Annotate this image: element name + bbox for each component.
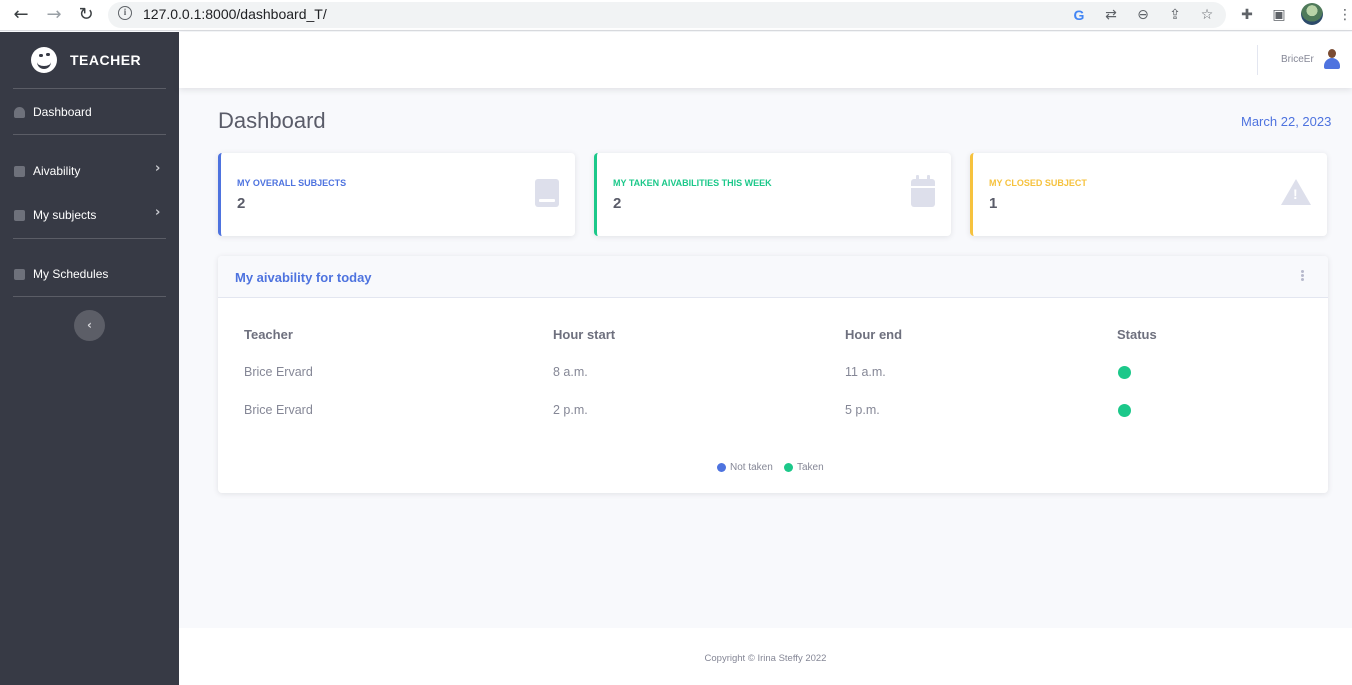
status-taken-dot	[1118, 404, 1131, 417]
page-date: March 22, 2023	[1241, 114, 1332, 129]
legend-dot	[784, 463, 793, 472]
availability-panel: My aivability for today Teacher Hour sta…	[218, 256, 1328, 493]
forward-arrow-icon[interactable]: →	[46, 4, 62, 25]
chevron-left-icon: ‹	[87, 318, 92, 332]
profile-avatar[interactable]	[1301, 3, 1323, 25]
stat-value: 2	[613, 195, 622, 212]
google-icon[interactable]: G	[1073, 7, 1085, 23]
sidebar-item-my-schedules[interactable]: My Schedules	[0, 263, 179, 287]
sidebar-item-label: Aivability	[33, 164, 81, 178]
chevron-right-icon: ›	[155, 205, 161, 220]
reload-icon[interactable]: ↻	[78, 4, 94, 25]
chevron-right-icon: ›	[155, 161, 161, 176]
calendar-icon	[911, 175, 935, 207]
copyright-text: Copyright © Irina Steffy 2022	[704, 653, 827, 664]
sidebar-item-label: My subjects	[33, 208, 97, 222]
footer: Copyright © Irina Steffy 2022	[179, 628, 1352, 685]
sidebar-item-dashboard[interactable]: Dashboard	[0, 101, 179, 125]
share-icon[interactable]: ⇪	[1169, 7, 1181, 23]
topbar-divider	[1257, 45, 1258, 75]
stat-title: MY TAKEN AIVABILITIES THIS WEEK	[613, 178, 772, 188]
legend-label: Not taken	[730, 462, 773, 473]
sidebar-divider	[13, 238, 166, 239]
sidebar-brand[interactable]: TEACHER	[0, 32, 179, 88]
sidebar: TEACHER Dashboard Aivability › My subjec…	[0, 32, 179, 685]
cell-hour-start: 2 p.m.	[553, 403, 588, 417]
sidebar-item-label: Dashboard	[33, 105, 92, 119]
page-title: Dashboard	[218, 108, 326, 133]
stat-title: MY OVERALL SUBJECTS	[237, 178, 347, 188]
stat-value: 1	[989, 195, 998, 212]
sidebar-divider	[13, 134, 166, 135]
url-text[interactable]: 127.0.0.1:8000/dashboard_T/	[143, 6, 327, 22]
brand-title: TEACHER	[70, 52, 142, 68]
cell-hour-end: 5 p.m.	[845, 403, 880, 417]
user-name[interactable]: BriceEr	[1281, 54, 1314, 65]
cell-teacher: Brice Ervard	[244, 365, 313, 379]
sidebar-toggle-button[interactable]: ‹	[74, 310, 105, 341]
stat-card-taken-aivabilities: MY TAKEN AIVABILITIES THIS WEEK 2	[594, 153, 951, 236]
sidebar-item-my-subjects[interactable]: My subjects ›	[0, 204, 179, 228]
cell-hour-end: 11 a.m.	[845, 365, 886, 379]
tachometer-icon	[14, 107, 25, 118]
translate-icon[interactable]: ⇄	[1105, 7, 1117, 23]
stat-card-closed-subject: MY CLOSED SUBJECT 1	[970, 153, 1327, 236]
clipboard-icon	[14, 166, 25, 177]
status-taken-dot	[1118, 366, 1131, 379]
site-info-icon[interactable]: i	[118, 6, 132, 20]
column-header-status: Status	[1117, 327, 1157, 342]
side-panel-icon[interactable]: ▣	[1272, 7, 1286, 23]
panel-title: My aivability for today	[235, 270, 372, 285]
book-icon	[535, 179, 559, 207]
back-arrow-icon[interactable]: ←	[13, 4, 29, 25]
browser-toolbar: ← → ↻ i 127.0.0.1:8000/dashboard_T/ G ⇄ …	[0, 0, 1352, 31]
legend-dot	[717, 463, 726, 472]
address-bar[interactable]	[108, 2, 1226, 28]
sidebar-divider	[13, 296, 166, 297]
topbar: BriceEr	[179, 32, 1352, 88]
menu-kebab-icon[interactable]: ⋮	[1338, 7, 1352, 23]
sidebar-item-aivability[interactable]: Aivability ›	[0, 160, 179, 184]
calendar-icon	[14, 269, 25, 280]
column-header-hour-end: Hour end	[845, 327, 903, 342]
legend-label: Taken	[797, 462, 824, 473]
panel-header: My aivability for today	[218, 256, 1328, 298]
book-icon	[14, 210, 25, 221]
stat-card-overall-subjects: MY OVERALL SUBJECTS 2	[218, 153, 575, 236]
warning-icon	[1281, 179, 1311, 205]
sidebar-item-label: My Schedules	[33, 267, 109, 281]
column-header-hour-start: Hour start	[553, 327, 616, 342]
user-avatar-icon[interactable]	[1324, 49, 1340, 69]
more-options-icon[interactable]	[1301, 270, 1305, 284]
stat-value: 2	[237, 195, 246, 212]
sidebar-divider	[13, 88, 166, 89]
column-header-teacher: Teacher	[244, 327, 293, 342]
laugh-wink-icon	[31, 47, 57, 73]
stat-title: MY CLOSED SUBJECT	[989, 178, 1087, 188]
zoom-out-icon[interactable]: ⊖	[1137, 7, 1149, 23]
extensions-puzzle-icon[interactable]: ✚	[1241, 7, 1253, 23]
cell-teacher: Brice Ervard	[244, 403, 313, 417]
bookmark-star-icon[interactable]: ☆	[1200, 7, 1214, 23]
cell-hour-start: 8 a.m.	[553, 365, 588, 379]
